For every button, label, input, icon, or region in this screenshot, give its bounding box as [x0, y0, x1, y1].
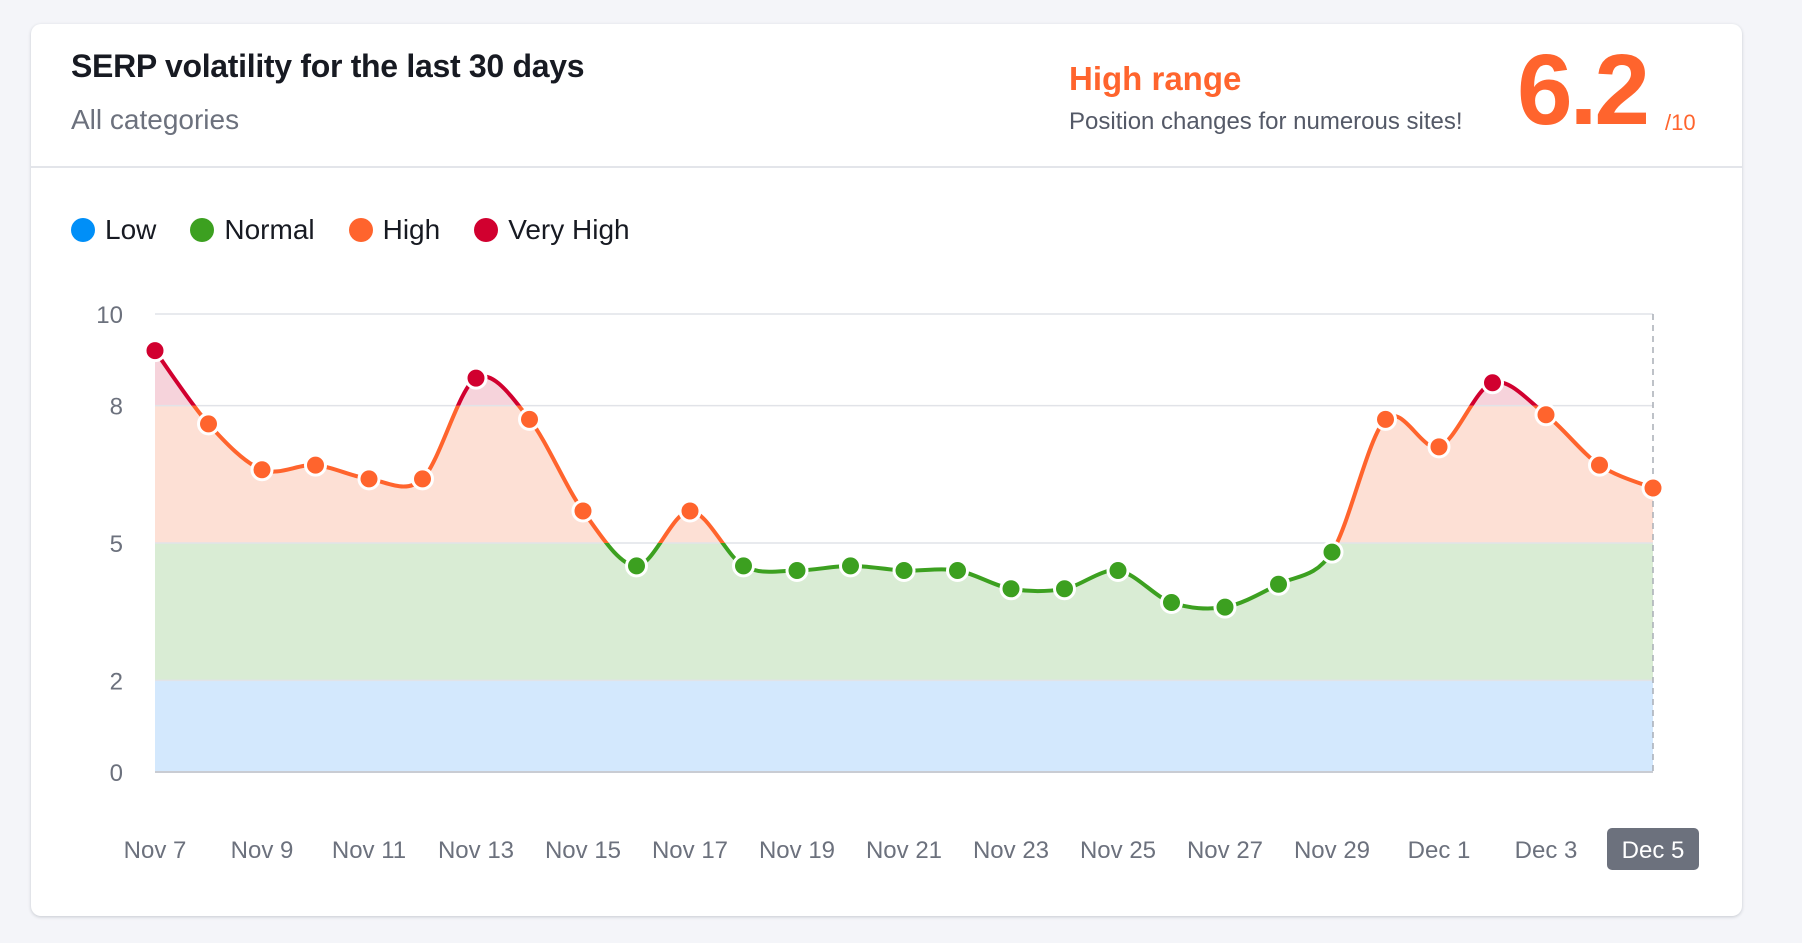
x-tick-label: Dec 3 — [1515, 837, 1578, 864]
legend-item-low[interactable]: Low — [71, 214, 156, 246]
legend-dot-high — [348, 218, 373, 242]
legend-label-normal: Normal — [224, 214, 315, 245]
y-tick-label: 8 — [110, 394, 123, 421]
x-tick-label: Nov 27 — [1187, 837, 1263, 864]
x-tick-label: Nov 21 — [866, 837, 942, 864]
data-point — [250, 458, 274, 482]
data-point — [143, 339, 167, 363]
data-point — [571, 499, 595, 523]
y-tick-label: 2 — [110, 668, 123, 695]
data-point — [357, 467, 381, 491]
legend-item-normal[interactable]: Normal — [190, 214, 315, 246]
band-low — [155, 680, 1653, 772]
data-point — [1427, 435, 1451, 459]
legend-item-high[interactable]: High — [348, 214, 441, 246]
score-max: /10 — [1665, 110, 1696, 135]
x-tick-label: Nov 7 — [124, 837, 187, 864]
data-point — [785, 558, 809, 582]
card-header: SERP volatility for the last 30 days All… — [31, 24, 1742, 168]
data-point — [518, 407, 541, 431]
data-point — [1053, 577, 1076, 601]
data-point — [1320, 540, 1344, 564]
legend-item-very-high[interactable]: Very High — [474, 214, 630, 246]
data-point — [1641, 476, 1665, 500]
x-tick-label: Nov 15 — [545, 837, 621, 864]
data-point — [999, 577, 1023, 601]
data-point — [839, 554, 862, 578]
data-point — [732, 554, 755, 578]
data-point — [197, 412, 220, 436]
legend-dot-normal — [190, 218, 215, 242]
data-point — [1106, 558, 1130, 582]
legend-label-very-high: Very High — [508, 214, 630, 245]
x-tick-label: Dec 5 — [1622, 837, 1685, 864]
data-point — [1588, 453, 1611, 477]
x-tick-label: Nov 13 — [438, 837, 514, 864]
x-tick-label: Nov 23 — [973, 837, 1049, 864]
legend-dot-low — [71, 218, 95, 242]
data-point — [1374, 407, 1397, 431]
data-point — [1160, 591, 1183, 615]
y-tick-label: 0 — [110, 760, 123, 787]
y-tick-label: 5 — [110, 531, 123, 558]
y-tick-label: 10 — [96, 302, 123, 329]
legend-label-low: Low — [105, 214, 157, 245]
card-title: SERP volatility for the last 30 days — [71, 48, 585, 84]
x-tick-label: Nov 9 — [231, 837, 294, 864]
category-subtitle: All categories — [71, 104, 240, 135]
x-tick-label: Nov 29 — [1294, 837, 1370, 864]
data-point — [1534, 403, 1558, 427]
x-tick-label: Dec 1 — [1408, 837, 1471, 864]
serp-volatility-card: SERP volatility for the last 30 days All… — [31, 24, 1742, 916]
chart-legend: Low Normal High Very High — [71, 214, 664, 246]
range-description: Position changes for numerous sites! — [1069, 108, 1463, 135]
data-point — [678, 499, 702, 523]
data-point — [304, 453, 327, 477]
data-point — [1267, 572, 1290, 596]
x-tick-label: Nov 17 — [652, 837, 728, 864]
legend-dot-very-high — [474, 218, 499, 242]
data-point — [625, 554, 648, 578]
selected-date-badge — [1607, 828, 1699, 870]
band-high — [155, 405, 1653, 543]
x-tick-label: Nov 25 — [1080, 837, 1156, 864]
data-point — [1213, 595, 1237, 619]
x-tick-label: Nov 11 — [332, 837, 406, 864]
volatility-chart: 0 2 5 8 10 Nov 7 Nov 9 Nov 11 Nov 13 Nov 15 Nov 17… — [96, 302, 1699, 870]
legend-label-high: High — [382, 214, 441, 245]
data-point — [411, 467, 434, 491]
volatility-score: 6.2 — [1517, 34, 1650, 146]
band-very-high — [155, 350, 1653, 406]
x-tick-label: Nov 19 — [759, 837, 835, 864]
data-point — [892, 558, 916, 582]
data-point — [1481, 371, 1504, 395]
range-label: High range — [1069, 60, 1242, 97]
data-point — [946, 558, 969, 582]
data-point — [464, 366, 488, 390]
